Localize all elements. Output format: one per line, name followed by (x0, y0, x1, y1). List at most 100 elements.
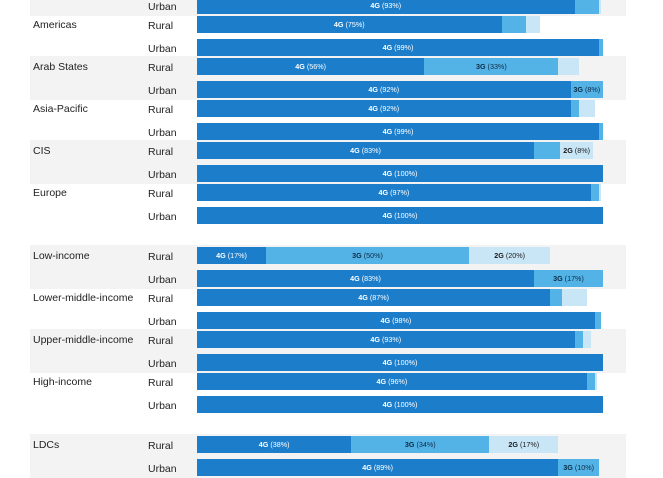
bar-segment-2g: 2G (8%) (560, 142, 593, 159)
data-label-tech: 4G (382, 169, 393, 178)
bar-segment-4g: 4G (99%) (197, 39, 599, 56)
data-label-tech: 2G (563, 146, 573, 155)
bar-segment-4g: 4G (100%) (197, 396, 603, 413)
region-label: High-income (33, 376, 92, 388)
data-label-value: (38%) (270, 440, 290, 449)
bar-segment-3g: 3G (8%) (570, 81, 603, 98)
area-label: Rural (148, 335, 174, 347)
data-label-tech: 4G (350, 274, 360, 283)
data-label-tech: 4G (382, 43, 393, 52)
data-label-tech: 4G (362, 463, 372, 472)
area-label: Rural (148, 62, 174, 74)
data-label: 4G (98%) (197, 312, 595, 329)
data-label-tech: 4G (368, 85, 378, 94)
area-label: Urban (148, 169, 177, 181)
bar-segment-3g: 3G (50%) (266, 247, 470, 264)
bar-segment-4g: 4G (100%) (197, 207, 603, 224)
region-label: LDCs (33, 439, 60, 451)
data-label: 4G (56%) (197, 58, 424, 75)
data-label-tech: 4G (370, 1, 380, 10)
data-label-value: (98%) (392, 316, 412, 325)
data-label-value: (100%) (394, 358, 418, 367)
bar-segment-4g: 4G (87%) (197, 289, 551, 306)
data-label-value: (56%) (306, 62, 327, 71)
data-label-value: (93%) (381, 335, 402, 344)
data-label-tech: 3G (573, 85, 583, 94)
data-label: 4G (17%) (197, 247, 266, 264)
data-label-value: (8%) (584, 85, 601, 94)
data-label-value: (33%) (487, 62, 507, 71)
area-label: Urban (148, 274, 177, 286)
bar-segment-3g (533, 142, 561, 159)
data-label: 4G (93%) (197, 331, 575, 348)
bar-segment-4g: 4G (93%) (197, 331, 575, 348)
area-label: Urban (148, 1, 177, 13)
data-label-tech: 2G (494, 251, 504, 260)
bar-segment-4g: 4G (83%) (197, 142, 534, 159)
data-label: 4G (92%) (197, 100, 571, 117)
bar-segment-2g (594, 373, 597, 390)
data-label: 4G (75%) (197, 16, 502, 33)
data-label-tech: 4G (382, 358, 393, 367)
area-label: Rural (148, 104, 174, 116)
data-label-tech: 3G (475, 62, 486, 71)
data-label-tech: 4G (295, 62, 305, 71)
data-label-value: (100%) (394, 211, 418, 220)
region-label: CIS (33, 145, 51, 157)
region-label: Asia-Pacific (33, 103, 88, 115)
data-label-value: (100%) (394, 169, 418, 178)
data-label: 2G (8%) (560, 142, 592, 159)
bar-segment-2g (578, 100, 595, 117)
data-label: 3G (33%) (424, 58, 558, 75)
area-label: Urban (148, 358, 177, 370)
data-label-value: (93%) (381, 1, 402, 10)
data-label: 4G (92%) (197, 81, 571, 98)
data-label-tech: 2G (508, 440, 519, 449)
data-label-value: (34%) (416, 440, 436, 449)
bar-segment-2g: 2G (17%) (489, 436, 559, 453)
bar-segment-4g: 4G (17%) (197, 247, 267, 264)
data-label-value: (10%) (574, 463, 595, 472)
data-label-tech: 4G (376, 377, 387, 386)
data-label-value: (83%) (361, 146, 381, 155)
data-label-tech: 3G (404, 440, 415, 449)
data-label: 3G (50%) (266, 247, 469, 264)
area-label: Urban (148, 127, 177, 139)
data-label: 4G (100%) (197, 354, 603, 371)
data-label: 3G (8%) (571, 81, 603, 98)
data-label-value: (83%) (361, 274, 381, 283)
bar-segment-4g: 4G (38%) (197, 436, 352, 453)
bar-segment-2g (582, 331, 591, 348)
bar-segment-4g: 4G (56%) (197, 58, 425, 75)
data-label: 4G (100%) (197, 396, 603, 413)
bar-segment-3g (594, 312, 601, 329)
area-label: Urban (148, 85, 177, 97)
data-label-tech: 4G (368, 104, 378, 113)
bar-segment-2g (525, 16, 541, 33)
data-label: 2G (20%) (469, 247, 550, 264)
bar-segment-3g: 3G (34%) (351, 436, 490, 453)
bar-segment-3g (590, 184, 599, 201)
data-label-value: (17%) (227, 251, 247, 260)
bar-segment-4g: 4G (100%) (197, 165, 603, 182)
data-label-value: (97%) (390, 188, 410, 197)
bar-segment-2g (558, 58, 579, 75)
bar-segment-4g: 4G (93%) (197, 0, 575, 14)
bar-segment-2g: 2G (20%) (469, 247, 551, 264)
bar-segment-4g: 4G (83%) (197, 270, 534, 287)
bar-segment-4g: 4G (97%) (197, 184, 591, 201)
area-label: Rural (148, 251, 174, 263)
data-label-value: (92%) (379, 104, 400, 113)
data-label-tech: 3G (352, 251, 362, 260)
data-label: 4G (83%) (197, 270, 534, 287)
area-label: Rural (148, 188, 174, 200)
data-label-value: (92%) (379, 85, 400, 94)
bar-segment-3g (550, 289, 563, 306)
area-label: Rural (148, 377, 174, 389)
bar-segment-3g (598, 123, 603, 140)
data-label-tech: 4G (258, 440, 269, 449)
data-label: 4G (96%) (197, 373, 587, 390)
bar-segment-4g: 4G (100%) (197, 354, 603, 371)
area-label: Urban (148, 463, 177, 475)
data-label-tech: 4G (333, 20, 344, 29)
